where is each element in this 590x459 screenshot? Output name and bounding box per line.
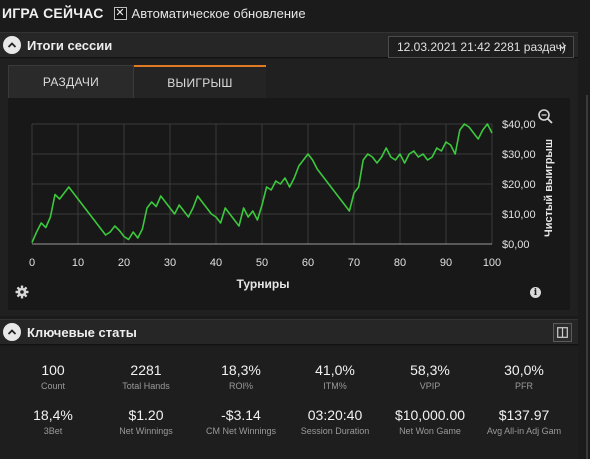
stat-label: ITM%	[323, 381, 347, 391]
winnings-chart: $0,00 $10,00 $20,00 $30,00 $40,00 0 10 20 30 40 5…	[29, 109, 555, 291]
stat-item: 2281 Total Hands	[98, 362, 194, 391]
x-tick-label: 40	[210, 257, 222, 269]
session-summary-header: Итоги сессии 12.03.2021 21:42 2281 разда…	[0, 32, 578, 58]
stat-label: VPIP	[419, 381, 441, 391]
stat-label: ROI%	[228, 381, 253, 391]
scrollbar-rail[interactable]	[586, 95, 588, 459]
stat-value: 41,0%	[315, 362, 355, 378]
gear-icon[interactable]	[15, 285, 29, 299]
magnifier-icon[interactable]	[538, 109, 553, 124]
stat-item: 03:20:40 Session Duration	[287, 407, 383, 436]
top-bar: ИГРА СЕЙЧАС ✕ Автоматическое обновление	[0, 0, 590, 26]
stat-value: 58,3%	[410, 362, 450, 378]
key-stats-title: Ключевые статы	[27, 324, 137, 340]
app-title: ИГРА СЕЙЧАС	[2, 5, 104, 21]
stat-value: $10,000.00	[394, 407, 466, 423]
stat-value: 03:20:40	[307, 407, 363, 423]
stat-item: $137.97 Avg All-in Adj Gam	[476, 407, 572, 436]
stat-value: $1.20	[128, 407, 164, 423]
x-tick-label: 10	[72, 257, 84, 269]
stat-value: 100	[41, 362, 65, 378]
stat-value: 18,4%	[33, 407, 73, 423]
y-tick-label: $20,00	[502, 179, 536, 191]
chart-series	[31, 123, 493, 243]
stat-item: $1.20 Net Winnings	[98, 407, 194, 436]
x-tick-label: 20	[118, 257, 130, 269]
chart-area: $0,00 $10,00 $20,00 $30,00 $40,00 0 10 20 30 40 5…	[8, 98, 570, 310]
x-tick-label: 80	[394, 257, 406, 269]
stat-label: Session Duration	[300, 426, 370, 436]
chevron-down-icon	[558, 44, 567, 50]
session-select-value: 12.03.2021 21:42 2281 раздач)	[397, 40, 566, 54]
stat-item: 58,3% VPIP	[382, 362, 478, 391]
collapse-session-button[interactable]	[3, 36, 21, 54]
x-tick-label: 100	[483, 257, 501, 269]
tab-hands[interactable]: РАЗДАЧИ	[8, 65, 134, 98]
chart-tabs: РАЗДАЧИ ВЫИГРЫШ	[8, 65, 266, 98]
auto-update-label[interactable]: Автоматическое обновление	[131, 5, 306, 21]
stat-label: Net Won Game	[399, 426, 461, 436]
stat-item: 41,0% ITM%	[287, 362, 383, 391]
stat-value: $137.97	[498, 407, 550, 423]
stat-item: $10,000.00 Net Won Game	[382, 407, 478, 436]
x-axis-labels: 0 10 20 30 40 50 60 70 80 90 100	[29, 257, 501, 269]
stat-label: CM Net Winnings	[205, 426, 277, 436]
chart-panel: РАЗДАЧИ ВЫИГРЫШ $0,00 $10,00 $20,00 $30,00 $…	[0, 59, 578, 316]
stat-value: 2281	[130, 362, 162, 378]
session-select[interactable]: 12.03.2021 21:42 2281 раздач)	[388, 36, 574, 58]
x-axis-title: Турниры	[237, 277, 290, 291]
x-tick-label: 50	[256, 257, 268, 269]
x-tick-label: 70	[348, 257, 360, 269]
y-axis-title: Чистый выигрыш	[543, 139, 555, 237]
auto-update-checkbox[interactable]: ✕	[113, 6, 127, 20]
stat-label: Net Winnings	[119, 426, 173, 436]
stat-label: Avg All-in Adj Gam	[486, 426, 562, 436]
stat-label: PFR	[515, 381, 533, 391]
stat-item: 18,3% ROI%	[193, 362, 289, 391]
stat-item: 100 Count	[5, 362, 101, 391]
stat-item: -$3.14 CM Net Winnings	[193, 407, 289, 436]
layout-toggle-button[interactable]	[553, 323, 572, 342]
session-summary-title: Итоги сессии	[27, 37, 113, 53]
chevron-up-icon	[7, 42, 17, 48]
stat-value: 18,3%	[221, 362, 261, 378]
y-tick-label: $0,00	[502, 239, 530, 251]
x-tick-label: 30	[164, 257, 176, 269]
x-tick-label: 60	[302, 257, 314, 269]
y-axis-labels: $0,00 $10,00 $20,00 $30,00 $40,00	[502, 119, 536, 251]
y-tick-label: $40,00	[502, 119, 536, 131]
stat-label: 3Bet	[43, 426, 63, 436]
winnings-line	[31, 123, 493, 243]
stat-item: 18,4% 3Bet	[5, 407, 101, 436]
stat-value: 30,0%	[504, 362, 544, 378]
key-stats-header: Ключевые статы	[0, 319, 578, 345]
chevron-up-icon	[7, 329, 17, 335]
info-icon[interactable]: i	[530, 287, 541, 298]
y-tick-label: $10,00	[502, 209, 536, 221]
key-stats-grid: 100 Count 2281 Total Hands 18,3% ROI% 41,0%…	[0, 347, 578, 459]
stat-item: 30,0% PFR	[476, 362, 572, 391]
split-panel-icon	[557, 327, 568, 338]
tab-winnings[interactable]: ВЫИГРЫШ	[134, 65, 266, 98]
chart-grid	[31, 123, 493, 245]
x-tick-label: 0	[29, 257, 35, 269]
stat-value: -$3.14	[221, 407, 261, 423]
y-tick-label: $30,00	[502, 149, 536, 161]
stat-label: Count	[40, 381, 66, 391]
x-tick-label: 90	[440, 257, 452, 269]
stat-label: Total Hands	[122, 381, 170, 391]
collapse-stats-button[interactable]	[3, 323, 21, 341]
